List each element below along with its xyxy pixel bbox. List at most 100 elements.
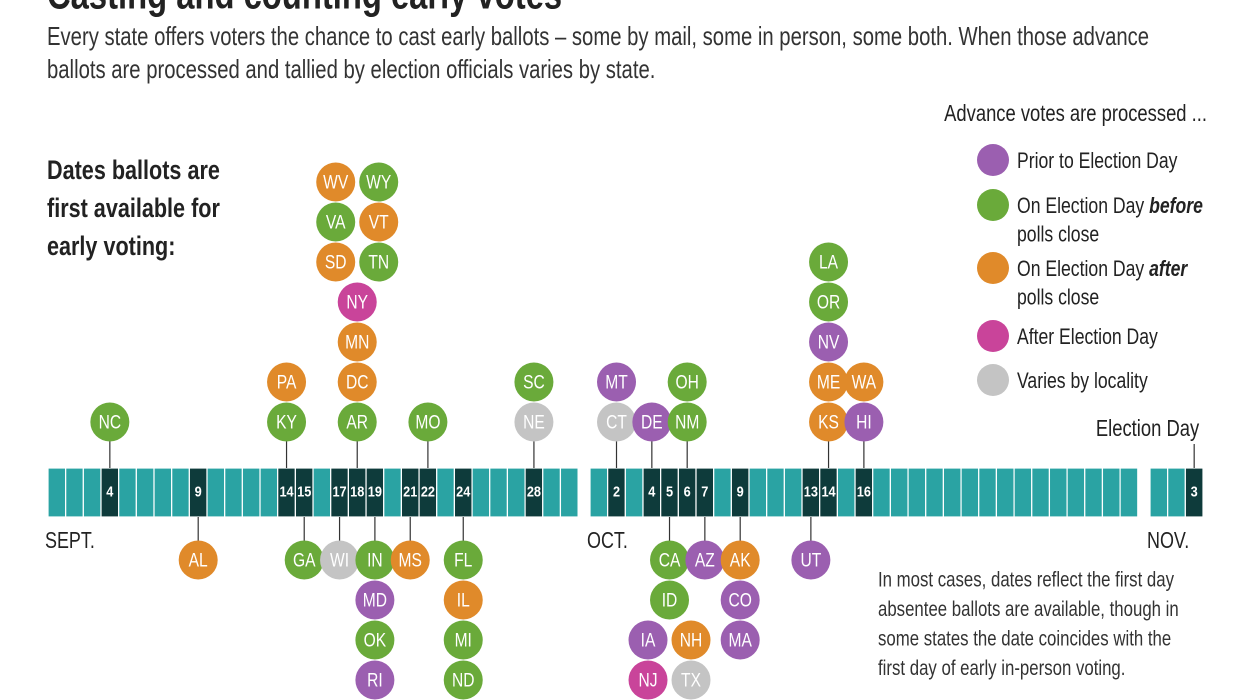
state-bubble bbox=[443, 620, 483, 660]
state-bubble bbox=[844, 362, 884, 402]
state-code: MD bbox=[363, 591, 387, 612]
legend-swatch bbox=[977, 144, 1009, 176]
state-bubble bbox=[650, 580, 690, 620]
day-cell bbox=[1048, 467, 1068, 518]
state-bubble bbox=[809, 362, 849, 402]
note: absentee ballots are available, though i… bbox=[878, 598, 1179, 621]
day-cell bbox=[471, 467, 491, 518]
day-cell bbox=[907, 467, 927, 518]
state-code: CO bbox=[729, 591, 752, 612]
state-code: AK bbox=[730, 551, 751, 572]
day-cell bbox=[942, 467, 962, 518]
legend-text: On Election Day bbox=[1017, 256, 1144, 281]
state-bubble bbox=[685, 540, 725, 580]
day-number: 14 bbox=[279, 484, 294, 501]
state-bubble bbox=[443, 540, 483, 580]
state-code: IN bbox=[367, 551, 383, 572]
state-code: AL bbox=[189, 551, 208, 572]
day-cell bbox=[889, 467, 909, 518]
state-code: GA bbox=[293, 551, 316, 572]
day-number: 28 bbox=[527, 484, 541, 501]
state-code: MT bbox=[605, 373, 628, 394]
day-cell bbox=[542, 467, 562, 518]
state-code: KY bbox=[276, 413, 297, 434]
month-label: SEPT. bbox=[45, 527, 95, 553]
state-code: MA bbox=[729, 631, 753, 652]
state-bubble bbox=[791, 540, 831, 580]
day-number: 15 bbox=[297, 484, 311, 501]
day-cell bbox=[224, 467, 243, 518]
day-number: 4 bbox=[648, 484, 656, 501]
day-cell bbox=[259, 467, 279, 518]
day-cell bbox=[872, 467, 891, 518]
state-bubble bbox=[359, 202, 399, 242]
state-bubble bbox=[267, 362, 307, 402]
day-cell bbox=[436, 467, 456, 518]
state-code: TN bbox=[368, 253, 389, 274]
state-bubble bbox=[597, 402, 637, 442]
note: some states the date coincides with the bbox=[878, 628, 1171, 651]
legend-label: After Election Day bbox=[1017, 324, 1158, 349]
day-number: 3 bbox=[1191, 484, 1198, 501]
state-code: SC bbox=[523, 373, 545, 394]
day-cell bbox=[589, 467, 609, 518]
legend-text: Varies by locality bbox=[1017, 368, 1148, 393]
state-bubble bbox=[178, 540, 218, 580]
state-code: LA bbox=[819, 253, 838, 274]
state-bubble bbox=[671, 620, 711, 660]
state-bubble bbox=[597, 362, 637, 402]
state-code: WI bbox=[330, 551, 349, 572]
subtitle: Every state offers voters the chance to … bbox=[47, 21, 1149, 51]
state-code: NC bbox=[99, 413, 122, 434]
state-bubble bbox=[355, 540, 395, 580]
legend-swatch bbox=[977, 320, 1009, 352]
note: first day of early in-person voting. bbox=[878, 657, 1125, 680]
legend-label: Varies by locality bbox=[1017, 368, 1148, 393]
day-cell bbox=[153, 467, 173, 518]
state-bubble bbox=[443, 660, 483, 700]
state-bubble bbox=[809, 242, 849, 282]
state-code: NM bbox=[675, 413, 699, 434]
state-bubble bbox=[355, 620, 395, 660]
legend-emphasis: before bbox=[1149, 193, 1203, 218]
legend-swatch bbox=[977, 252, 1009, 284]
day-number: 5 bbox=[666, 484, 673, 501]
state-code: AZ bbox=[695, 551, 715, 572]
state-code: IA bbox=[641, 631, 656, 652]
state-bubble bbox=[390, 540, 430, 580]
state-code: MS bbox=[399, 551, 422, 572]
state-bubble bbox=[809, 402, 849, 442]
day-cell bbox=[47, 467, 67, 518]
state-code: PA bbox=[277, 373, 297, 394]
legend-continuation: polls close bbox=[1017, 222, 1099, 247]
day-cell bbox=[995, 467, 1015, 518]
day-cell bbox=[489, 467, 509, 518]
state-bubble bbox=[632, 402, 672, 442]
day-cell bbox=[978, 467, 998, 518]
state-bubble bbox=[267, 402, 307, 442]
state-code: IL bbox=[457, 591, 470, 612]
timeline-label: first available for bbox=[47, 193, 220, 223]
legend-label: On Election Day after bbox=[1017, 256, 1188, 281]
state-bubble bbox=[809, 282, 849, 322]
state-code: MO bbox=[415, 413, 440, 434]
subtitle: ballots are processed and tallied by ele… bbox=[47, 54, 655, 84]
month-label: NOV. bbox=[1147, 527, 1189, 553]
state-code: ME bbox=[817, 373, 840, 394]
state-code: KS bbox=[818, 413, 839, 434]
state-code: WY bbox=[366, 173, 391, 194]
day-number: 24 bbox=[456, 484, 471, 501]
day-number: 4 bbox=[106, 484, 114, 501]
day-cell bbox=[1013, 467, 1033, 518]
legend-swatch bbox=[977, 364, 1009, 396]
title: Casting and counting early votes bbox=[47, 0, 562, 18]
state-bubble bbox=[284, 540, 324, 580]
day-number: 2 bbox=[613, 484, 620, 501]
timeline-label: Dates ballots are bbox=[47, 155, 220, 185]
day-cell bbox=[241, 467, 261, 518]
state-bubble bbox=[720, 620, 760, 660]
day-number: 17 bbox=[332, 484, 346, 501]
state-bubble bbox=[337, 362, 377, 402]
day-number: 16 bbox=[857, 484, 871, 501]
state-code: OH bbox=[676, 373, 699, 394]
